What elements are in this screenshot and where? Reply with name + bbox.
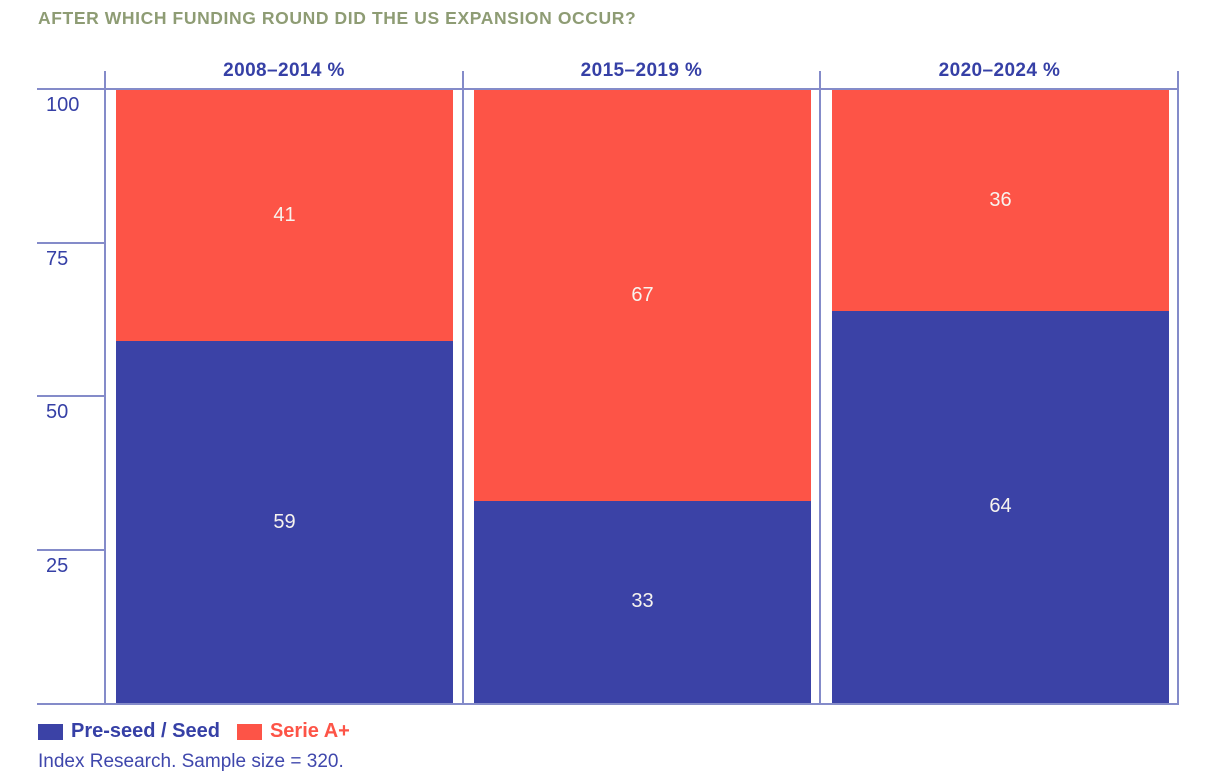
stacked-bar-2020-2024: 36 64 — [832, 90, 1169, 703]
bar-segment-preseed: 59 — [116, 341, 453, 703]
segment-value-label: 36 — [989, 188, 1012, 211]
segment-value-label: 67 — [631, 283, 654, 306]
tick-line-75 — [37, 242, 105, 244]
y-tick-label-50: 50 — [46, 401, 69, 423]
source-note: Index Research. Sample size = 320. — [38, 751, 344, 772]
tick-line-50 — [37, 395, 105, 397]
chart-legend: Pre-seed / Seed Serie A+ — [38, 720, 350, 743]
y-axis-line — [104, 71, 106, 705]
stacked-bar-2015-2019: 67 33 — [474, 90, 811, 703]
legend-item-seriea: Serie A+ — [236, 720, 350, 743]
legend-swatch-seriea — [236, 723, 262, 740]
y-tick-label-75: 75 — [46, 248, 69, 270]
bar-segment-preseed: 33 — [474, 500, 811, 703]
legend-label-preseed: Pre-seed / Seed — [71, 720, 220, 742]
stacked-bar-2008-2014: 41 59 — [116, 90, 453, 703]
column-divider-line — [462, 71, 464, 705]
y-tick-label-100: 100 — [46, 94, 80, 116]
column-header-2015-2019: 2015–2019 % — [580, 60, 703, 81]
axis-top-rule — [37, 88, 1179, 90]
column-header-2020-2024: 2020–2024 % — [938, 60, 1061, 81]
page-title: AFTER WHICH FUNDING ROUND DID THE US EXP… — [38, 8, 637, 28]
legend-label-seriea: Serie A+ — [269, 720, 350, 742]
legend-swatch-preseed — [38, 723, 63, 740]
bar-segment-seriea: 41 — [116, 90, 453, 342]
tick-line-25 — [37, 549, 105, 551]
column-header-2008-2014: 2008–2014 % — [223, 60, 345, 81]
bar-segment-preseed: 64 — [832, 310, 1169, 703]
segment-value-label: 41 — [273, 204, 296, 227]
segment-value-label: 59 — [273, 510, 296, 533]
segment-value-label: 33 — [631, 590, 654, 613]
column-divider-line — [819, 71, 821, 705]
legend-item-preseed: Pre-seed / Seed — [38, 720, 220, 743]
axis-bottom-rule — [37, 703, 1179, 705]
bar-segment-seriea: 36 — [832, 90, 1169, 311]
y-tick-label-25: 25 — [46, 555, 69, 577]
chart-right-border-line — [1177, 71, 1179, 705]
segment-value-label: 64 — [989, 495, 1012, 518]
bar-segment-seriea: 67 — [474, 90, 811, 501]
